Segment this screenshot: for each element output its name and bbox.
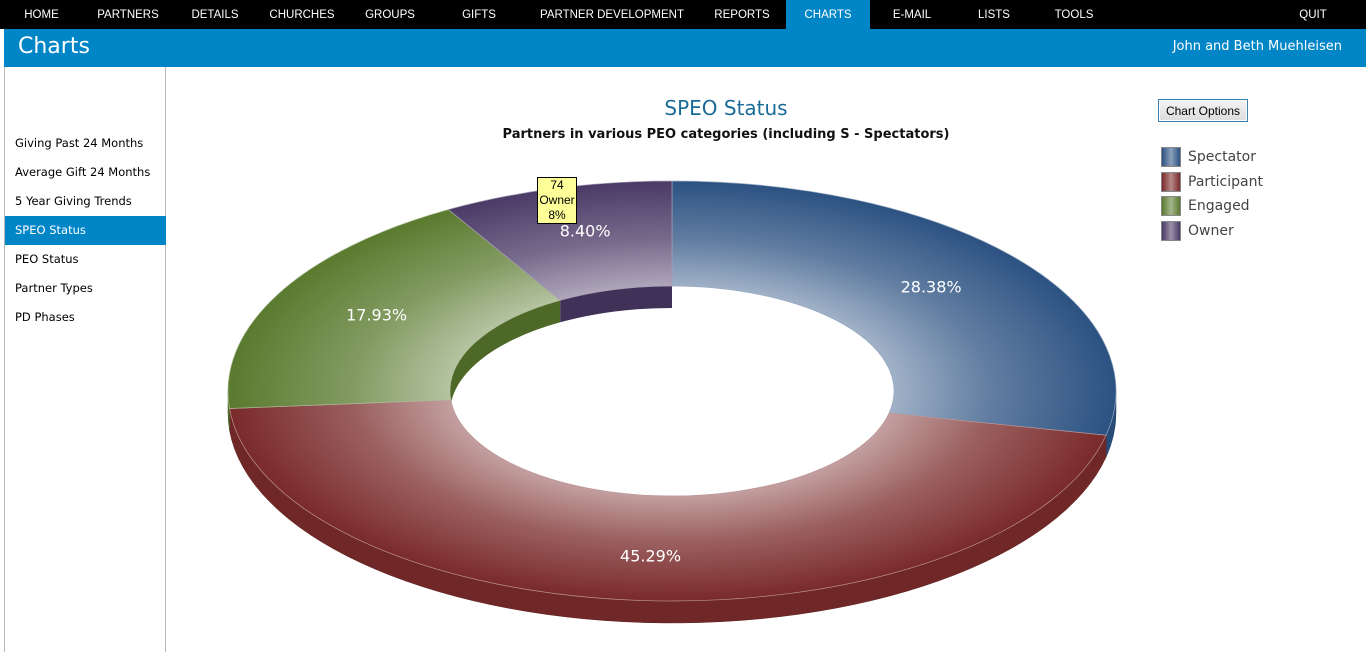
sidebar-item-average-gift-24-months[interactable]: Average Gift 24 Months — [15, 165, 151, 179]
slice-owner[interactable] — [447, 180, 673, 301]
slice-label-owner: 8.40% — [559, 221, 611, 241]
nav-partner-development[interactable]: PARTNER DEVELOPMENT — [540, 9, 684, 21]
nav-email[interactable]: E-MAIL — [892, 9, 932, 21]
chart-options-button[interactable]: Chart Options — [1158, 99, 1248, 122]
slice-inner-engaged — [450, 300, 561, 413]
nav-quit[interactable]: QUIT — [1299, 9, 1327, 21]
legend-label: Spectator — [1188, 149, 1256, 165]
sidebar-item-pd-phases[interactable]: PD Phases — [15, 310, 75, 324]
user-name: John and Beth Muehleisen — [1172, 39, 1342, 54]
chart-list-sidebar: Giving Past 24 Months Average Gift 24 Mo… — [4, 67, 166, 652]
nav-home[interactable]: HOME — [24, 9, 59, 21]
nav-details[interactable]: DETAILS — [191, 9, 239, 21]
donut-tops — [227, 180, 1117, 602]
slice-label-spectator: 28.38% — [900, 277, 962, 297]
sidebar-item-giving-past-24-months[interactable]: Giving Past 24 Months — [15, 136, 144, 150]
page-title: Charts — [18, 34, 90, 59]
nav-churches[interactable]: CHURCHES — [269, 9, 335, 21]
nav-tools[interactable]: TOOLS — [1054, 9, 1094, 21]
chart-subtitle: Partners in various PEO categories (incl… — [502, 127, 950, 142]
sidebar-item-speo-status[interactable]: SPEO Status — [5, 216, 166, 245]
legend-swatch — [1161, 220, 1181, 241]
legend-swatch — [1161, 196, 1181, 216]
sidebar-item-partner-types[interactable]: Partner Types — [15, 281, 93, 295]
legend-label: Owner — [1188, 222, 1234, 239]
chart-title: SPEO Status — [664, 96, 788, 120]
slice-spectator[interactable] — [671, 180, 1117, 436]
slice-tooltip: 74 Owner 8% — [537, 177, 577, 224]
tooltip-percent: 8% — [548, 208, 566, 222]
slice-engaged[interactable] — [227, 209, 561, 409]
slice-label-engaged: 17.93% — [346, 305, 408, 325]
sidebar-item-5-year-giving-trends[interactable]: 5 Year Giving Trends — [15, 194, 132, 208]
tooltip-category: Owner — [539, 193, 575, 207]
slice-participant[interactable] — [229, 399, 1107, 602]
top-navigation-bar: HOME PARTNERS DETAILS CHURCHES GROUPS GI… — [0, 0, 1366, 29]
nav-charts[interactable]: CHARTS — [786, 0, 870, 29]
sidebar-item-peo-status[interactable]: PEO Status — [15, 252, 79, 266]
slice-label-participant: 45.29% — [620, 546, 682, 566]
nav-partners[interactable]: PARTNERS — [97, 9, 159, 21]
nav-groups[interactable]: GROUPS — [365, 9, 415, 21]
slice-inner-owner — [560, 286, 672, 323]
legend-label: Participant — [1188, 173, 1263, 190]
legend-label: Engaged — [1188, 198, 1250, 214]
legend-swatch — [1161, 147, 1181, 167]
nav-lists[interactable]: LISTS — [978, 9, 1010, 21]
page-header: Charts John and Beth Muehleisen — [4, 29, 1366, 67]
tooltip-value: 74 — [550, 178, 564, 192]
nav-gifts[interactable]: GIFTS — [462, 9, 496, 21]
nav-reports[interactable]: REPORTS — [714, 9, 770, 21]
legend-swatch — [1161, 171, 1181, 192]
